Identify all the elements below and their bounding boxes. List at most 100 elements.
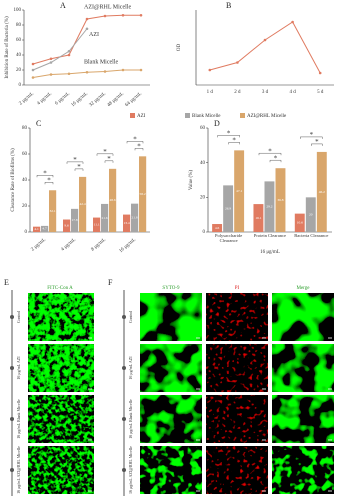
series-line: [209, 21, 321, 74]
bar: [212, 224, 223, 232]
y-tick-label: 80: [22, 126, 28, 131]
y-tick-label: 60: [22, 152, 28, 157]
timeline-dot: [122, 468, 126, 472]
sig-star: *: [232, 136, 236, 144]
panel-label: A: [60, 1, 66, 10]
bar-value-label: 9.6: [64, 224, 69, 228]
y-axis-label: Value (%): [189, 170, 194, 190]
sig-bracket: [126, 141, 144, 151]
bar-value-label: 16.1: [255, 216, 261, 220]
x-tick-label: Polysaccharide Clearance: [215, 234, 243, 243]
micrograph: [272, 344, 334, 392]
timeline-dot: [10, 468, 14, 472]
x-tick-label-box: Bacteria Clearance: [294, 234, 328, 238]
data-point: [67, 72, 71, 76]
micrograph: [206, 395, 268, 443]
bar-value-label: 4.1: [34, 227, 39, 231]
panel-label: C: [36, 119, 41, 128]
y-tick-label: 100: [14, 8, 22, 13]
x-tick-label: 64 μg/mL: [125, 92, 143, 109]
bar: [41, 225, 49, 232]
bar: [264, 181, 275, 232]
x-tick-label: 6 μg/mL: [55, 92, 71, 107]
bar: [63, 219, 71, 232]
legend-label: AZI: [137, 114, 146, 119]
bar-value-label: 58.2: [140, 192, 146, 196]
sig-bracket: [66, 161, 84, 171]
data-point: [208, 68, 212, 72]
data-point: [103, 14, 107, 18]
bar: [79, 176, 87, 232]
bar-value-label: 17.8: [72, 218, 78, 222]
timeline-dot: [10, 417, 14, 421]
column-title: PI: [235, 286, 240, 291]
sig-bracket: [300, 136, 323, 146]
sig-bracket: [96, 153, 114, 163]
micrograph: [206, 293, 268, 341]
y-tick-label: 40: [200, 161, 206, 166]
x-tick-label: 2 μg/mL: [31, 238, 47, 253]
legend-swatch: [185, 113, 190, 118]
series-line: [32, 14, 141, 65]
sig-bracket: [36, 175, 54, 185]
sig-star: *: [268, 147, 272, 155]
x-tick-label: 16 μg/mL: [119, 238, 137, 255]
row-label: 16 μg/mL AZI@RHL Micelle: [128, 446, 133, 494]
series-label: Blank Micelle: [84, 60, 118, 66]
micrograph: [272, 446, 334, 494]
panel-label: D: [214, 119, 220, 128]
timeline-dot: [10, 315, 14, 319]
bar: [305, 197, 316, 232]
timeline-dot: [122, 417, 126, 421]
y-axis-label: OD: [177, 44, 182, 52]
bar-value-label: 26.9: [225, 206, 231, 210]
legend-swatch: [130, 113, 135, 118]
data-point: [49, 73, 53, 76]
data-point: [85, 70, 89, 74]
x-tick-label: 1 d: [207, 90, 214, 95]
x-tick-label-box: Polysaccharide Clearance: [215, 234, 243, 243]
bar: [109, 168, 117, 232]
bar: [93, 217, 101, 232]
y-axis-label: Inhibition Rate of Bacteria (%): [5, 16, 10, 79]
y-tick-label: 20: [16, 68, 22, 73]
data-point: [291, 20, 294, 24]
sig-star: *: [274, 154, 278, 162]
micrograph: [28, 344, 94, 392]
data-point: [236, 61, 239, 64]
row-label: 16 μg/mL AZI: [16, 356, 21, 380]
sig-star: *: [315, 138, 319, 146]
micrograph: [28, 446, 94, 494]
sig-star: *: [227, 129, 231, 137]
micrograph: [206, 446, 268, 494]
micrograph: [28, 395, 94, 443]
sig-star: *: [310, 131, 314, 139]
data-point: [85, 17, 89, 21]
data-point: [121, 68, 125, 72]
bar-value-label: 42.4: [80, 202, 86, 206]
y-tick-label: 20: [22, 204, 28, 209]
x-tick-label-box: Protein Clearance: [254, 234, 286, 238]
row-label: Control: [16, 310, 21, 323]
y-tick-label: 40: [16, 53, 22, 58]
data-point: [67, 53, 71, 57]
timeline-dot: [122, 366, 126, 370]
sig-star: *: [43, 169, 47, 177]
y-tick-label: 80: [16, 23, 22, 28]
series-label: AZI: [89, 32, 99, 38]
bar: [49, 190, 57, 232]
bar-value-label: 36.8: [277, 198, 283, 202]
micrograph: [206, 344, 268, 392]
sig-star: *: [107, 155, 111, 163]
sig-star: *: [73, 156, 77, 164]
bar-value-label: 29.2: [266, 204, 272, 208]
timeline-dot: [122, 315, 126, 319]
bar-value-label: 13.4: [124, 221, 130, 225]
x-tick-label: 16 μg/mL: [71, 92, 89, 109]
y-tick-label: 60: [200, 126, 206, 131]
sig-star: *: [137, 142, 141, 150]
y-tick-label: 20: [200, 195, 206, 200]
row-label: 16 μg/mL AZI@RHL Micelle: [16, 446, 21, 494]
micrograph: [140, 395, 202, 443]
